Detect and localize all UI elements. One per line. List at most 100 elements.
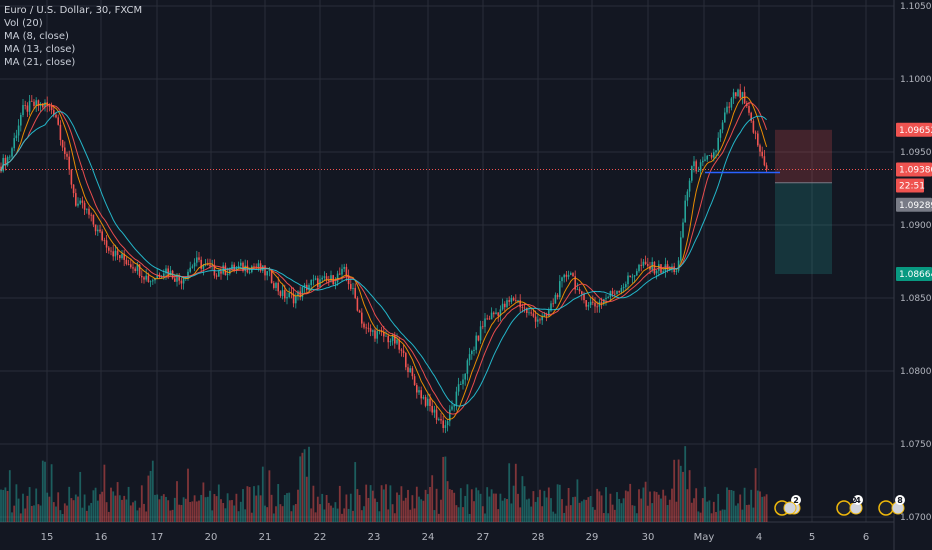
volume-bar <box>215 496 218 522</box>
legend-volume[interactable]: Vol (20) <box>4 18 43 29</box>
volume-bar <box>376 501 379 522</box>
volume-bar <box>96 500 99 522</box>
volume-bar <box>756 490 759 522</box>
candle-body <box>141 276 143 278</box>
candle-body <box>231 264 233 270</box>
candle-body <box>420 390 422 399</box>
volume-bar <box>717 493 720 522</box>
price-badges: 1.09652 1.09380 22:51 1.09289 1.08664 <box>896 122 932 282</box>
legend-ma8[interactable]: MA (8, close) <box>4 31 69 42</box>
candle-body <box>482 326 484 328</box>
candle-body <box>666 264 669 270</box>
volume-bar <box>288 492 291 522</box>
volume-bar <box>283 494 286 522</box>
price-axis[interactable]: 1.10500 1.10000 1.09500 1.09000 1.08500 1.080… <box>900 2 932 523</box>
time-tick-label: 4 <box>756 532 762 543</box>
candle-body <box>728 106 730 108</box>
candle-body <box>367 327 370 329</box>
flag-event-icon[interactable] <box>783 501 797 515</box>
candle-body <box>237 265 240 268</box>
volume-bar <box>55 506 57 522</box>
candle-body <box>182 278 185 284</box>
volume-bar <box>413 508 416 522</box>
candle-body <box>640 264 642 266</box>
volume-bar <box>129 505 132 522</box>
volume-bar <box>565 505 568 522</box>
candle-body <box>453 404 455 407</box>
symbol-title[interactable]: Euro / U.S. Dollar, 30, FXCM <box>4 5 143 16</box>
time-tick-label: 22 <box>314 532 327 543</box>
candle-body <box>431 406 433 413</box>
candle-body <box>288 293 290 297</box>
candle-body <box>334 282 337 285</box>
volume-bar <box>17 498 20 522</box>
candle-body <box>574 276 576 290</box>
candle-body <box>484 318 486 327</box>
candle-body <box>741 92 744 98</box>
chart-legend: Euro / U.S. Dollar, 30, FXCM Vol (20) MA… <box>4 4 142 69</box>
earnings-event-icon[interactable] <box>878 500 894 516</box>
short-position-tool[interactable] <box>0 129 894 275</box>
candle-body <box>391 335 394 341</box>
stop-zone[interactable] <box>775 129 832 183</box>
target-zone[interactable] <box>775 182 832 275</box>
candle-body <box>35 100 37 106</box>
volume-bar <box>77 496 79 522</box>
volume-bar <box>655 492 658 522</box>
candle-body <box>713 152 715 158</box>
candle-body <box>539 319 541 321</box>
volume-bar <box>726 487 728 522</box>
candle-body <box>499 309 502 316</box>
candle-body <box>152 280 154 282</box>
candle-body <box>735 92 737 97</box>
candle-body <box>642 261 645 266</box>
candle-body <box>647 264 649 267</box>
candle-body <box>196 257 198 263</box>
volume-bar <box>8 470 11 522</box>
candle-body <box>605 297 607 300</box>
candle-body <box>506 300 508 308</box>
candle-body <box>321 277 323 280</box>
volume-bar <box>39 505 42 522</box>
volume-bar <box>41 460 44 522</box>
volume-bar <box>754 468 757 522</box>
candle-body <box>200 259 202 269</box>
candle-body <box>77 203 79 206</box>
candle-body <box>202 265 205 269</box>
candle-body <box>677 260 680 271</box>
volume-bar <box>567 488 570 522</box>
candle-body <box>0 166 2 172</box>
volume-bar <box>424 489 427 522</box>
candle-body <box>277 282 279 292</box>
candle-body <box>314 278 317 280</box>
event-markers[interactable]: 2 4 82 <box>774 495 905 516</box>
volume-bar <box>365 484 368 522</box>
candle-body <box>543 314 546 317</box>
volume-bar <box>519 507 522 522</box>
candle-body <box>55 114 57 118</box>
legend-ma21[interactable]: MA (21, close) <box>4 57 76 68</box>
earnings-event-icon[interactable] <box>836 500 852 516</box>
volume-bar <box>631 505 634 522</box>
volume-bar <box>44 461 46 522</box>
candle-body <box>473 349 475 351</box>
candle-body <box>477 335 480 341</box>
candle-body <box>281 290 284 296</box>
time-tick-label: 20 <box>205 532 218 543</box>
stop-price-badge-bg <box>896 122 932 137</box>
time-axis[interactable]: 15 16 17 20 21 22 23 24 27 28 29 30 May 4 5 6 <box>41 532 870 543</box>
volume-bar <box>277 484 280 522</box>
volume-bar <box>92 490 95 522</box>
volume-bar <box>488 496 491 522</box>
volume-bar <box>22 493 24 522</box>
time-tick-label: May <box>694 532 715 543</box>
volume-bar <box>6 490 9 522</box>
legend-ma13[interactable]: MA (13, close) <box>4 44 76 55</box>
time-tick-label: 15 <box>41 532 54 543</box>
volume-bar <box>721 509 724 522</box>
candle-body <box>559 281 561 298</box>
volume-bar <box>602 513 605 522</box>
candle-body <box>114 250 117 257</box>
